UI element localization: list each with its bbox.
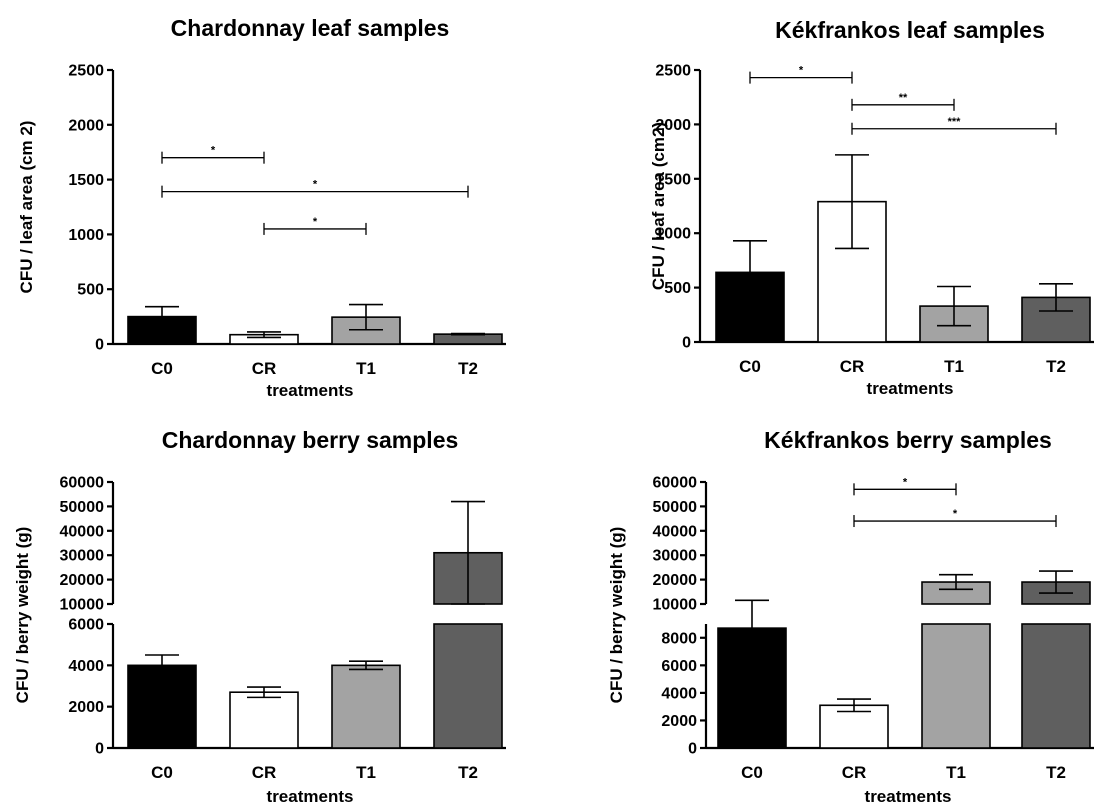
bar <box>433 333 503 345</box>
y-axis-label: CFU / leaf area (cm 2) <box>17 121 36 294</box>
x-tick-label: C0 <box>739 357 761 376</box>
x-axis-label: treatments <box>865 787 952 806</box>
y-axis-label: CFU / berry weight (g) <box>607 527 626 704</box>
x-tick-label: T2 <box>1046 357 1066 376</box>
bar <box>819 704 889 749</box>
significance-label: ** <box>899 92 908 104</box>
bar <box>717 627 787 749</box>
y-axis-label: CFU / leaf area (cm2) <box>649 122 668 290</box>
y-tick-label: 0 <box>95 337 104 354</box>
x-tick-label: CR <box>252 763 277 782</box>
y-tick-label: 30000 <box>60 548 105 565</box>
y-tick-label: 2000 <box>661 713 697 730</box>
y-tick-label: 6000 <box>661 658 697 675</box>
y-tick-label: 1500 <box>68 172 104 189</box>
y-tick-label: 2000 <box>655 117 691 134</box>
y-tick-label: 40000 <box>653 523 698 540</box>
y-tick-label: 30000 <box>653 548 698 565</box>
x-tick-label: CR <box>842 763 867 782</box>
y-tick-label: 1500 <box>655 171 691 188</box>
significance-label: * <box>211 145 216 157</box>
bar <box>1021 623 1091 749</box>
y-tick-label: 20000 <box>653 572 698 589</box>
x-tick-label: CR <box>840 357 865 376</box>
x-axis-label: treatments <box>267 381 354 400</box>
x-tick-label: T1 <box>946 763 966 782</box>
bar <box>229 691 299 749</box>
y-tick-label: 10000 <box>60 597 105 614</box>
y-tick-label: 0 <box>682 335 691 352</box>
x-tick-label: T2 <box>458 359 478 378</box>
y-tick-label: 2000 <box>68 117 104 134</box>
chart-title: Kékfrankos berry samples <box>764 427 1052 453</box>
x-tick-label: C0 <box>151 359 173 378</box>
y-tick-label: 1000 <box>655 226 691 243</box>
bar <box>433 623 503 749</box>
y-tick-label: 10000 <box>653 597 698 614</box>
y-tick-label: 50000 <box>653 499 698 516</box>
significance-label: * <box>313 216 318 228</box>
y-tick-label: 2000 <box>68 699 104 716</box>
significance-label: * <box>903 476 908 488</box>
x-axis-label: treatments <box>267 787 354 806</box>
chart-title: Kékfrankos leaf samples <box>775 17 1045 43</box>
bar <box>715 271 785 343</box>
y-tick-label: 20000 <box>60 572 105 589</box>
y-tick-label: 60000 <box>653 475 698 492</box>
y-tick-label: 1000 <box>68 227 104 244</box>
x-tick-label: T2 <box>458 763 478 782</box>
y-tick-label: 60000 <box>60 475 105 492</box>
x-axis-label: treatments <box>867 379 954 398</box>
x-tick-label: T1 <box>356 359 376 378</box>
y-tick-label: 0 <box>688 741 697 758</box>
y-tick-label: 0 <box>95 741 104 758</box>
significance-label: * <box>799 65 804 77</box>
x-tick-label: T1 <box>356 763 376 782</box>
y-tick-label: 2500 <box>68 63 104 80</box>
significance-label: * <box>313 179 318 191</box>
y-tick-label: 50000 <box>60 499 105 516</box>
y-tick-label: 8000 <box>661 630 697 647</box>
x-tick-label: C0 <box>741 763 763 782</box>
chart-panel-1: Chardonnay leaf samples 0 500 1000 1500 2000 2… <box>17 15 506 400</box>
y-tick-label: 2500 <box>655 63 691 80</box>
y-tick-label: 40000 <box>60 523 105 540</box>
y-tick-label: 4000 <box>661 685 697 702</box>
chart-panel-4: Kékfrankos berry samples 0 2000 4000 6000 800… <box>607 427 1094 806</box>
x-tick-label: T2 <box>1046 763 1066 782</box>
chart-title: Chardonnay leaf samples <box>171 15 450 41</box>
bar <box>331 664 401 749</box>
y-tick-label: 6000 <box>68 617 104 634</box>
chart-title: Chardonnay berry samples <box>162 427 459 453</box>
bar <box>921 623 991 749</box>
bar <box>127 315 197 345</box>
chart-panel-2: Kékfrankos leaf samples 0 500 1000 1500 2000 2… <box>649 17 1094 398</box>
y-tick-label: 4000 <box>68 658 104 675</box>
x-tick-label: T1 <box>944 357 964 376</box>
chart-panel-3: Chardonnay berry samples 0 2000 4000 6000 100… <box>13 427 506 806</box>
y-tick-label: 500 <box>664 280 691 297</box>
y-axis-label: CFU / berry weight (g) <box>13 527 32 704</box>
x-tick-label: CR <box>252 359 277 378</box>
x-tick-label: C0 <box>151 763 173 782</box>
significance-label: * <box>953 508 958 520</box>
bar <box>127 664 197 749</box>
significance-label: *** <box>948 116 962 128</box>
y-tick-label: 500 <box>77 282 104 299</box>
